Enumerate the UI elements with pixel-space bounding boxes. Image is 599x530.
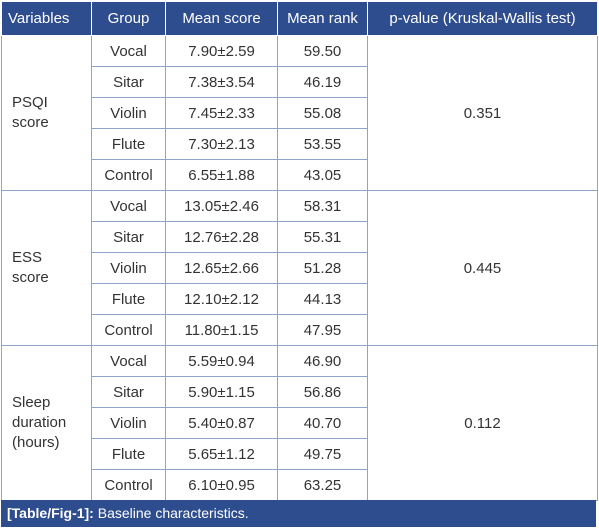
table-row: Flute 5.65±1.12 49.75 [2,438,598,470]
mean-score-cell: 7.45±2.33 [165,97,278,129]
mean-score-cell: 7.90±2.59 [165,35,278,67]
mean-score-cell: 7.30±2.13 [165,128,278,160]
group-cell: Flute [91,283,166,315]
mean-rank-cell: 51.28 [277,252,368,284]
group-cell: Vocal [91,35,166,67]
table-row: Control 11.80±1.15 47.95 [2,314,598,346]
header-row: Variables Group Mean score Mean rank p-v… [1,1,598,36]
mean-score-cell: 12.65±2.66 [165,252,278,284]
group-cell: Control [91,314,166,346]
mean-score-cell: 12.10±2.12 [165,283,278,315]
p-value-cell: 0.351 [367,35,598,191]
table-row: Sleep duration (hours) Vocal 5.59±0.94 4… [1,345,598,501]
mean-score-cell: 5.40±0.87 [165,407,278,439]
baseline-table: Variables Group Mean score Mean rank p-v… [1,1,598,501]
variable-line: duration [12,414,67,431]
mean-rank-cell: 43.05 [277,159,368,191]
caption-text: Baseline characteristics. [97,505,249,521]
group-cell: Violin [91,407,166,439]
mean-score-cell: 11.80±1.15 [165,314,278,346]
mean-rank-cell: 63.25 [277,469,368,501]
variable-line: (hours) [12,434,60,451]
group-cell: Flute [91,438,166,470]
table-row: Control 6.55±1.88 43.05 [2,159,598,191]
table-row: PSQI score Vocal 7.90±2.59 59.50 0.351 [1,35,598,191]
table-row: Violin 5.40±0.87 40.70 [2,407,598,439]
table-row: Violin 7.45±2.33 55.08 [2,97,598,129]
mean-score-cell: 6.55±1.88 [165,159,278,191]
table-row: Sitar 7.38±3.54 46.19 [2,66,598,98]
mean-rank-cell: 47.95 [277,314,368,346]
table-caption: [Table/Fig-1]: Baseline characteristics. [1,500,596,527]
mean-score-cell: 5.65±1.12 [165,438,278,470]
mean-score-cell: 5.59±0.94 [165,345,278,377]
table-row: Control 6.10±0.95 63.25 [2,469,598,501]
table-row: Sitar 12.76±2.28 55.31 [2,221,598,253]
variable-line: score [12,269,49,286]
variable-line: Sleep [12,394,51,411]
header-mean-rank: Mean rank [277,1,368,36]
variable-line: PSQI [12,94,48,111]
mean-rank-cell: 40.70 [277,407,368,439]
mean-score-cell: 5.90±1.15 [165,376,278,408]
header-variables: Variables [1,1,92,36]
group-cell: Violin [91,252,166,284]
p-value-cell: 0.112 [367,345,598,501]
variable-cell-psqi: PSQI score [1,35,92,191]
group-cell: Vocal [91,190,166,222]
p-value-cell: 0.445 [367,190,598,346]
mean-rank-cell: 46.90 [277,345,368,377]
mean-rank-cell: 56.86 [277,376,368,408]
mean-score-cell: 13.05±2.46 [165,190,278,222]
variable-line: ESS [12,249,43,266]
mean-rank-cell: 55.31 [277,221,368,253]
group-cell: Sitar [91,221,166,253]
mean-rank-cell: 53.55 [277,128,368,160]
header-mean-score: Mean score [165,1,278,36]
mean-rank-cell: 49.75 [277,438,368,470]
table-row: Flute 7.30±2.13 53.55 [2,128,598,160]
variable-line: score [12,114,49,131]
mean-score-cell: 7.38±3.54 [165,66,278,98]
caption-label: [Table/Fig-1]: [7,505,94,521]
group-cell: Vocal [91,345,166,377]
group-cell: Control [91,469,166,501]
header-p-value: p-value (Kruskal-Wallis test) [367,1,598,36]
group-cell: Violin [91,97,166,129]
mean-score-cell: 12.76±2.28 [165,221,278,253]
mean-rank-cell: 59.50 [277,35,368,67]
mean-rank-cell: 44.13 [277,283,368,315]
mean-score-cell: 6.10±0.95 [165,469,278,501]
mean-rank-cell: 58.31 [277,190,368,222]
variable-cell-ess: ESS score [1,190,92,346]
table-row: ESS score Vocal 13.05±2.46 58.31 0.445 [1,190,598,346]
mean-rank-cell: 46.19 [277,66,368,98]
mean-rank-cell: 55.08 [277,97,368,129]
variable-cell-sleep-duration: Sleep duration (hours) [1,345,92,501]
group-cell: Control [91,159,166,191]
table-row: Flute 12.10±2.12 44.13 [2,283,598,315]
header-group: Group [91,1,166,36]
group-cell: Sitar [91,66,166,98]
table-row: Sitar 5.90±1.15 56.86 [2,376,598,408]
group-cell: Sitar [91,376,166,408]
group-cell: Flute [91,128,166,160]
